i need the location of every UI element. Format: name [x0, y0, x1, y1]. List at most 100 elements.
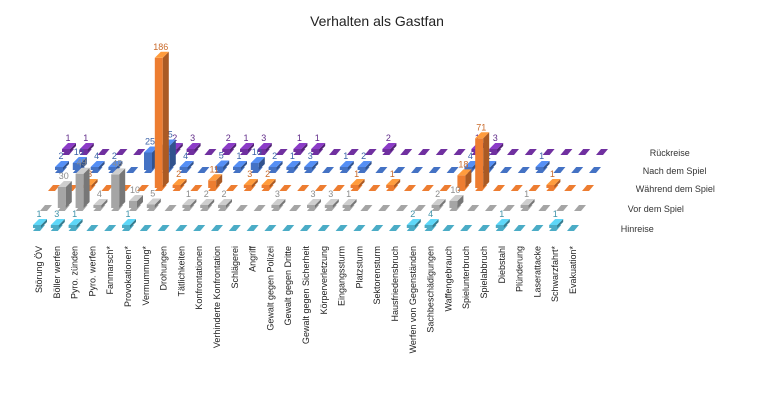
floor-segment	[197, 167, 210, 173]
bar-top	[357, 161, 372, 167]
bar: 2	[172, 169, 187, 188]
category-label: Tätlichkeiten	[176, 246, 186, 297]
floor-segment	[531, 225, 544, 231]
bar-front	[250, 163, 259, 170]
bar-side	[347, 161, 354, 170]
bar-side	[180, 179, 187, 188]
bar-front	[382, 149, 391, 152]
data-label: 1	[72, 209, 77, 219]
floor-segment	[335, 225, 348, 231]
bar: 2	[108, 151, 123, 170]
floor-segment	[115, 149, 128, 155]
data-label: 18	[458, 159, 468, 169]
bar-side	[41, 219, 47, 228]
data-label: 1	[390, 169, 395, 179]
bar-top	[257, 143, 272, 149]
bar-front	[243, 185, 252, 188]
floor-segment	[282, 225, 295, 231]
bar-front	[495, 225, 504, 228]
floor-segment	[446, 167, 459, 173]
bar: 1	[33, 209, 47, 228]
bar: 11	[208, 164, 223, 188]
bar: 3	[186, 133, 201, 152]
data-label: 4	[97, 189, 102, 199]
data-label: 2	[112, 151, 117, 161]
floor-segment	[360, 205, 373, 211]
floor-segment	[528, 185, 541, 191]
bar-top	[431, 199, 446, 205]
category-label: Konfrontationen	[194, 246, 204, 310]
data-label: 25	[145, 137, 155, 147]
floor-segment	[578, 149, 591, 155]
data-label: 1	[539, 151, 544, 161]
bar-top	[172, 179, 187, 185]
bar-top	[424, 219, 439, 225]
bar-top	[489, 143, 504, 149]
data-label: 1	[524, 189, 529, 199]
floor-segment	[97, 149, 110, 155]
bar-front	[111, 174, 120, 208]
floor-segment	[467, 205, 480, 211]
bar-front	[449, 201, 458, 208]
bar-top	[293, 143, 308, 149]
data-label: 4	[428, 209, 433, 219]
floor-segment	[378, 205, 391, 211]
bar-top	[50, 219, 65, 225]
bar: 1	[339, 151, 354, 170]
floor-segment	[332, 185, 345, 191]
bar: 5	[215, 151, 230, 170]
floor-segment	[507, 149, 519, 155]
data-label: 2	[265, 169, 270, 179]
data-label: 1	[315, 133, 320, 143]
data-label: 2	[226, 133, 231, 143]
floor-segment	[329, 149, 341, 155]
floor-segment	[346, 149, 359, 155]
data-label: 2	[361, 151, 366, 161]
bar-top	[475, 132, 490, 139]
category-label: Provokationen*	[123, 246, 133, 308]
floor-segment	[567, 225, 579, 231]
bar-side	[269, 179, 276, 188]
category-label: Gewalt gegen Dritte	[283, 246, 293, 326]
floor-segment	[315, 185, 327, 191]
bar-top	[72, 157, 87, 163]
bar-side	[557, 219, 564, 228]
bar-front	[57, 187, 66, 208]
bar-side	[241, 161, 247, 170]
bar-top	[549, 219, 564, 225]
floor-segment	[86, 225, 99, 231]
data-label: 10	[450, 185, 460, 195]
bar-front	[520, 205, 529, 208]
bar: 5	[146, 189, 161, 208]
bar-side	[130, 219, 136, 228]
data-label: 10	[130, 185, 140, 195]
floor-segment	[164, 205, 177, 211]
category-label: Störung ÖV	[34, 246, 44, 293]
data-label: 3	[190, 133, 195, 143]
data-label: 2	[58, 151, 63, 161]
bar: 2	[382, 133, 397, 152]
category-label: Eingangssturm	[337, 246, 347, 306]
bar-side	[457, 195, 464, 208]
bar-front	[182, 205, 191, 208]
bar-side	[230, 143, 237, 152]
floor-segment	[439, 185, 452, 191]
floor-segment	[517, 167, 530, 173]
bar-top	[79, 143, 94, 149]
bar-top	[495, 219, 510, 225]
bar-side	[83, 167, 90, 208]
bar-side	[248, 143, 254, 152]
bar-top	[122, 219, 136, 225]
data-label: 3	[310, 189, 315, 199]
data-label: 2	[221, 189, 226, 199]
bar-front	[122, 225, 130, 228]
bar: 3	[324, 189, 339, 208]
bar: 3	[271, 189, 286, 208]
bar-front	[154, 57, 163, 188]
data-label: 1	[297, 133, 302, 143]
data-label: 2	[272, 151, 277, 161]
bar-top	[457, 169, 472, 176]
bar: 10	[449, 185, 464, 208]
bar-top	[535, 161, 550, 167]
floor-segment	[204, 149, 217, 155]
